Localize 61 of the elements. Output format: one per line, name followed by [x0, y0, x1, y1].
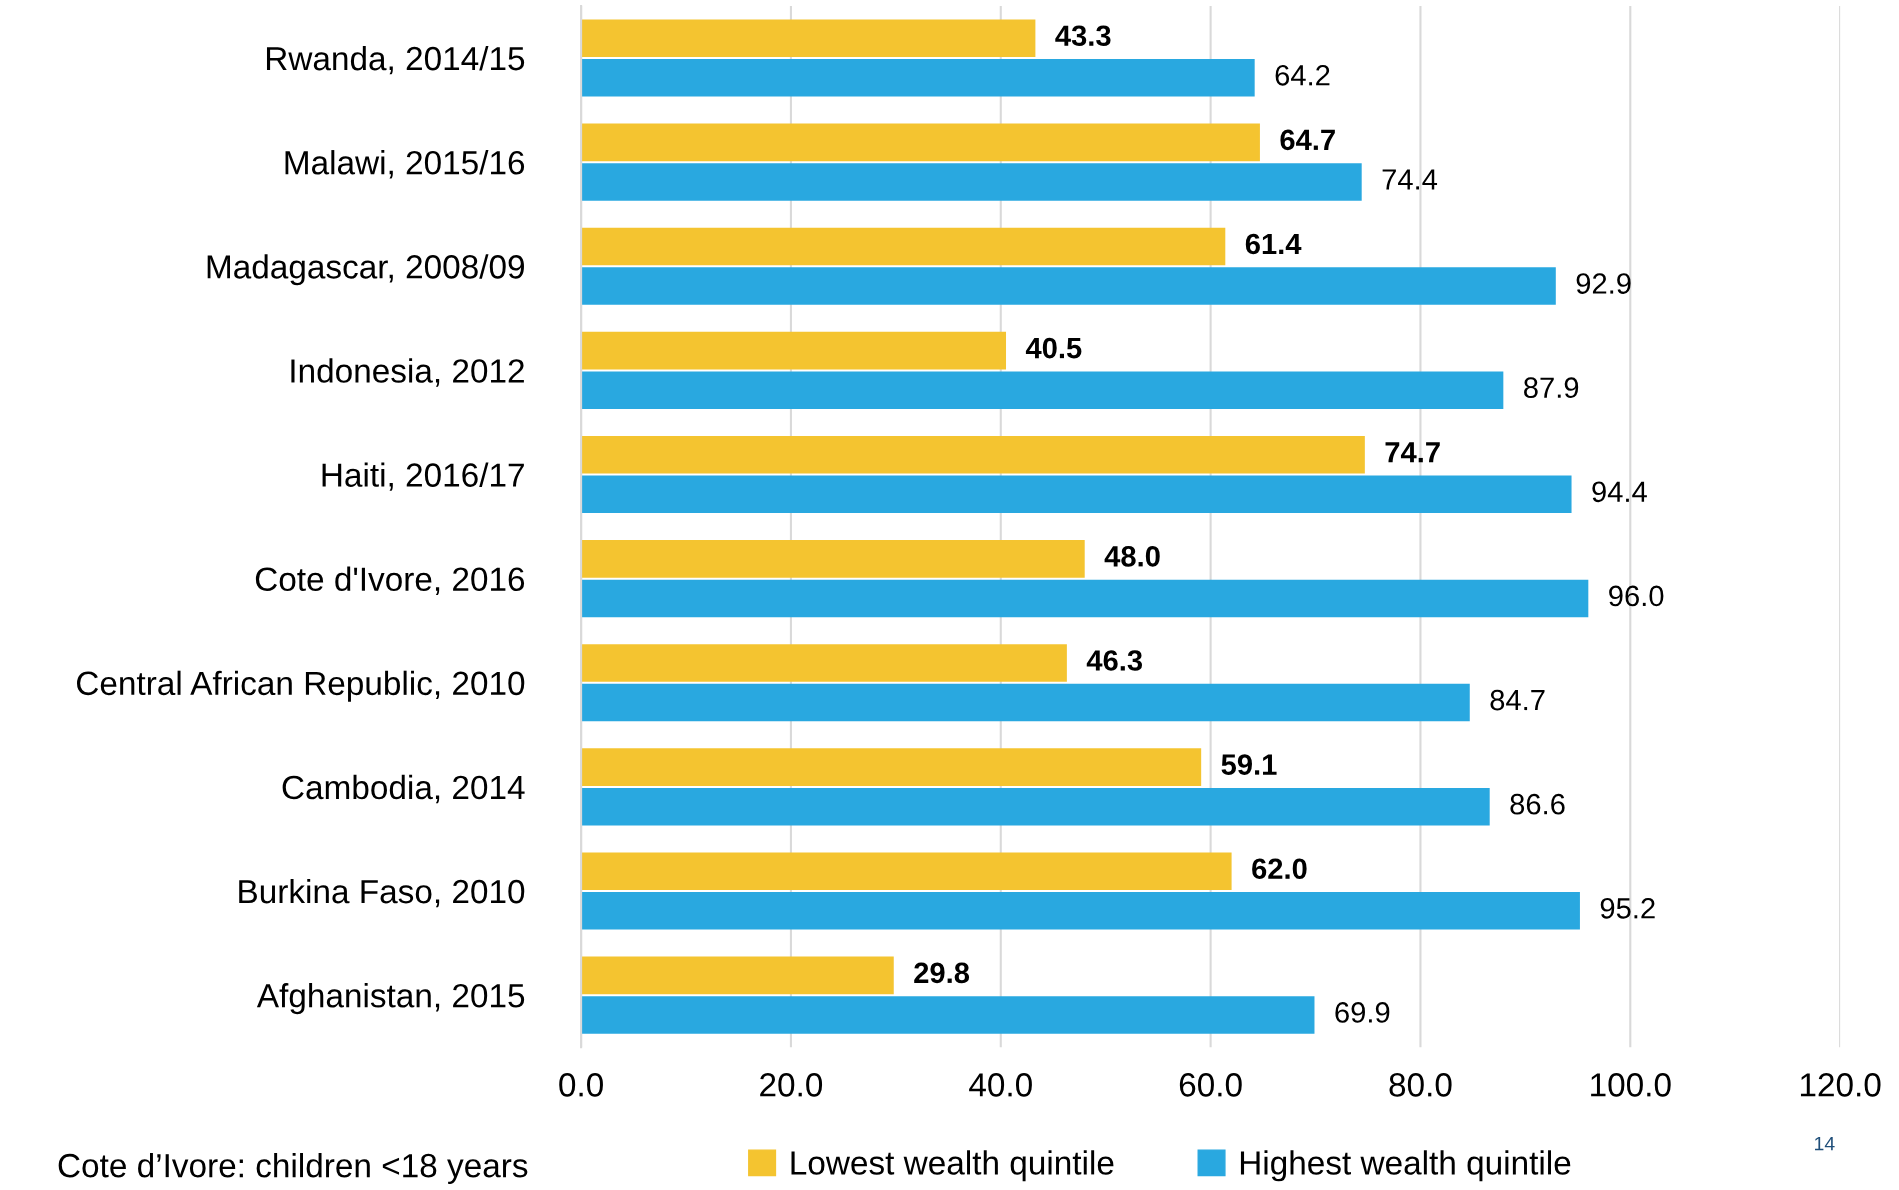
y-tick-label: Burkina Faso, 2010 [239, 878, 525, 908]
data-label: 43.3 [1055, 25, 1111, 47]
bar [581, 123, 1260, 162]
data-label: 62.0 [1252, 858, 1307, 880]
x-tick-label: 60.0 [1179, 1073, 1242, 1097]
data-label: 74.7 [1385, 442, 1440, 463]
y-tick-label: Haiti, 2016/17 [322, 462, 524, 491]
bar [581, 267, 1556, 305]
bar [581, 435, 1365, 474]
data-label: 29.8 [914, 962, 970, 984]
bar [581, 852, 1232, 891]
data-label: 59.1 [1221, 754, 1277, 775]
bar [581, 540, 1085, 578]
x-tick-label: 0.0 [559, 1073, 603, 1097]
bar [581, 683, 1470, 722]
y-tick-label: Indonesia, 2012 [291, 358, 524, 387]
bar [581, 59, 1255, 97]
y-tick-label: Malawi, 2015/16 [285, 150, 525, 179]
x-tick-label: 80.0 [1389, 1073, 1452, 1097]
data-label: 64.2 [1275, 64, 1330, 86]
y-tick-label: Cambodia, 2014 [282, 774, 525, 804]
legend-label: Highest wealth quintile [1240, 1150, 1571, 1182]
text: 14 [1815, 1136, 1835, 1151]
y-tick-label: Central African Republic, 2010 [76, 670, 525, 702]
bar [581, 748, 1202, 786]
bar [581, 331, 1007, 370]
y-tick-label: Afghanistan, 2015 [256, 983, 525, 1015]
x-tick-label: 100.0 [1591, 1073, 1671, 1097]
bar [581, 996, 1315, 1034]
bar [581, 956, 894, 995]
y-tick-label: Cote d'Ivore, 2016 [255, 566, 525, 595]
data-label: 40.5 [1025, 337, 1082, 359]
data-label: 74.4 [1382, 169, 1438, 190]
data-label: 46.3 [1086, 650, 1143, 671]
bar [581, 163, 1362, 201]
data-label: 92.9 [1576, 273, 1631, 294]
data-label: 86.6 [1510, 793, 1565, 815]
bar [581, 644, 1067, 682]
data-label: 84.7 [1490, 689, 1545, 711]
x-tick-label: 40.0 [969, 1073, 1032, 1097]
bar [581, 892, 1580, 930]
data-label: 48.0 [1104, 546, 1160, 567]
data-label: 96.0 [1609, 585, 1664, 607]
bar [581, 19, 1036, 58]
data-label: 94.4 [1592, 481, 1647, 503]
data-label: 95.2 [1600, 897, 1655, 919]
bar [581, 475, 1572, 514]
x-tick-label: 20.0 [760, 1073, 823, 1097]
data-label: 61.4 [1245, 233, 1302, 255]
legend-label: Lowest wealth quintile [791, 1150, 1114, 1182]
data-label: 87.9 [1524, 377, 1579, 398]
y-tick-label: Rwanda, 2014/15 [266, 45, 525, 75]
bar [581, 787, 1490, 826]
data-label: 64.7 [1280, 129, 1335, 151]
x-tick-label: 120.0 [1800, 1073, 1881, 1097]
bar [581, 579, 1589, 618]
bar [581, 371, 1504, 409]
y-tick-label: Madagascar, 2008/09 [207, 254, 524, 286]
text: Cote d’Ivore: children <18 years [58, 1152, 528, 1185]
data-label: 69.9 [1335, 1002, 1390, 1023]
bar [581, 227, 1226, 266]
